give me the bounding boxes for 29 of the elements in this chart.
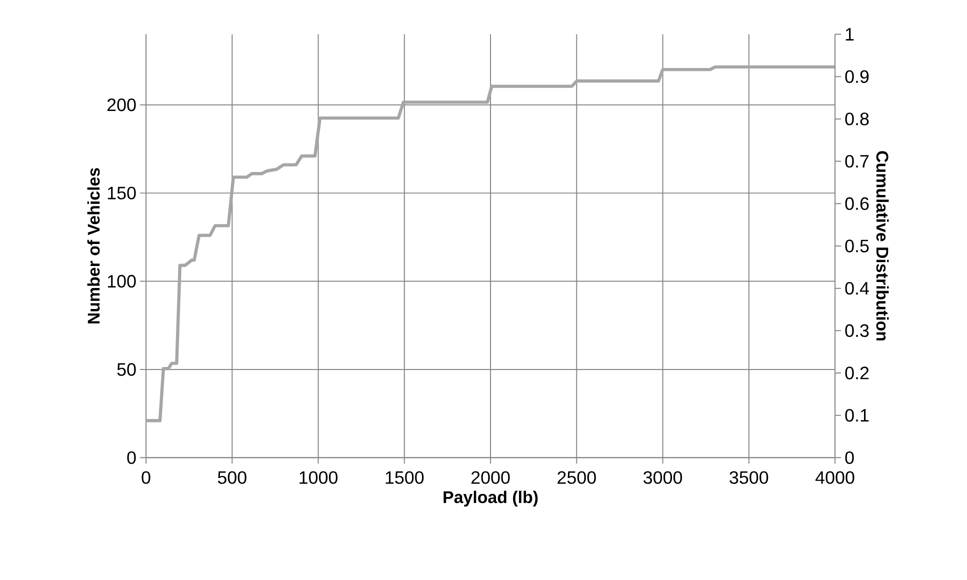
x-tick-label: 0 xyxy=(142,471,150,484)
x-tick-label: 2000 xyxy=(471,471,510,484)
y2-tick-label: 0.4 xyxy=(845,282,869,295)
y2-tick-label: 0.6 xyxy=(845,197,869,210)
y2-tick-label: 0 xyxy=(845,451,854,464)
x-tick-label: 3000 xyxy=(644,471,682,484)
y2-tick-label: 0.5 xyxy=(845,240,869,252)
y-tick-label: 50 xyxy=(117,363,136,376)
y2-tick-label: 0.3 xyxy=(845,324,869,338)
x-tick-label: 4000 xyxy=(815,471,854,484)
y-tick-label: 150 xyxy=(108,186,136,200)
y-tick-label: 200 xyxy=(107,98,136,112)
line-series xyxy=(146,65,836,422)
y2-tick-label: 0.1 xyxy=(845,408,869,422)
x-axis-title: Payload (lb) xyxy=(444,490,538,507)
y-axis-title: Number of Vehicles xyxy=(87,168,100,324)
y-tick-label: 0 xyxy=(127,451,136,464)
x-tick-label: 3500 xyxy=(730,471,768,484)
y2-tick-label: 0.2 xyxy=(845,366,869,380)
y2-tick-label: 0.9 xyxy=(845,70,869,83)
y2-axis-title: Cumulative Distribution xyxy=(876,151,889,340)
x-tick-label: 500 xyxy=(218,471,246,484)
y2-tick-label: 0.8 xyxy=(845,112,869,126)
y2-tick-label: 1 xyxy=(846,28,854,40)
x-tick-label: 2500 xyxy=(558,471,596,484)
y-tick-label: 100 xyxy=(108,274,136,288)
x-tick-label: 1500 xyxy=(386,471,424,484)
x-tick-label: 1000 xyxy=(300,471,338,484)
y2-tick-label: 0.7 xyxy=(845,154,869,168)
